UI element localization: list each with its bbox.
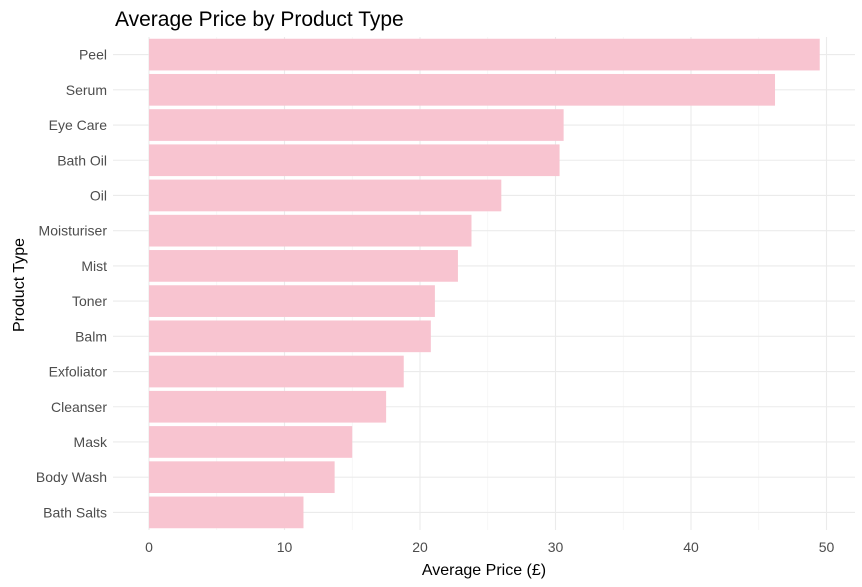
y-tick-label: Body Wash	[36, 469, 107, 485]
y-tick-label: Serum	[66, 82, 107, 98]
bar	[149, 73, 776, 106]
chart-title: Average Price by Product Type	[115, 8, 404, 31]
y-tick-label: Mist	[81, 258, 107, 274]
bar	[149, 496, 304, 529]
y-tick-label: Toner	[72, 293, 107, 309]
y-tick-label: Moisturiser	[39, 223, 108, 239]
bar	[149, 426, 353, 458]
bars	[149, 38, 820, 529]
x-tick-label: 50	[819, 539, 835, 555]
y-tick-label: Bath Salts	[43, 504, 107, 520]
x-axis-tick-labels: 0 10 20 30 40 50	[145, 539, 834, 555]
y-tick-label: Mask	[74, 434, 108, 450]
bar	[149, 355, 404, 388]
x-tick-label: 20	[412, 539, 428, 555]
x-tick-label: 30	[548, 539, 564, 555]
bar	[149, 250, 458, 282]
bar	[149, 109, 564, 141]
y-axis-title: Product Type	[11, 238, 28, 332]
bar	[149, 320, 431, 353]
x-tick-label: 40	[683, 539, 699, 555]
bar	[149, 461, 335, 494]
bar	[149, 38, 820, 71]
bar	[149, 144, 560, 177]
bar	[149, 285, 435, 317]
y-tick-label: Cleanser	[51, 399, 107, 415]
y-tick-label: Oil	[90, 187, 107, 203]
bar	[149, 390, 387, 423]
bar	[149, 214, 472, 247]
y-axis-tick-labels: Peel Serum Eye Care Bath Oil Oil Moisturiser M…	[36, 47, 108, 521]
x-axis-title: Average Price (£)	[422, 562, 546, 579]
y-tick-label: Peel	[79, 47, 107, 63]
y-tick-label: Eye Care	[49, 117, 108, 133]
x-tick-label: 10	[277, 539, 293, 555]
bar	[149, 179, 502, 212]
y-tick-label: Balm	[75, 328, 107, 344]
y-tick-label: Bath Oil	[57, 152, 107, 168]
y-tick-label: Exfoliator	[49, 364, 108, 380]
x-tick-label: 0	[145, 539, 153, 555]
